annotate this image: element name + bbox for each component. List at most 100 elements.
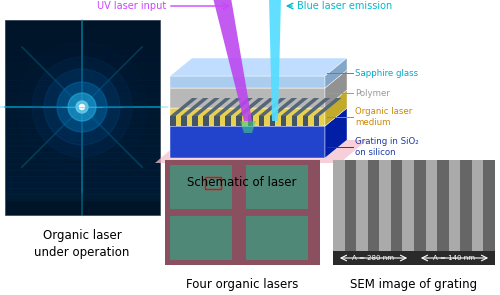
Text: Sapphire glass: Sapphire glass (355, 68, 418, 78)
Polygon shape (269, 0, 281, 121)
Circle shape (44, 69, 120, 145)
Bar (181, 116, 186, 126)
Polygon shape (236, 98, 264, 116)
Polygon shape (325, 108, 347, 158)
Polygon shape (240, 121, 256, 133)
Bar (170, 108, 325, 126)
Text: Grating in SiO₂
on silicon: Grating in SiO₂ on silicon (355, 137, 419, 157)
Bar (170, 165, 232, 209)
Polygon shape (192, 98, 220, 116)
Bar (460, 160, 472, 251)
Bar (5, 86, 160, 93)
Text: Blue laser emission: Blue laser emission (297, 1, 392, 11)
Bar (248, 116, 253, 126)
Bar (280, 116, 286, 126)
Bar (5, 50, 160, 57)
Text: Schematic of laser: Schematic of laser (187, 176, 297, 189)
Bar (165, 160, 320, 265)
Bar (5, 98, 160, 105)
Bar (472, 160, 484, 251)
Text: Organic laser
under operation: Organic laser under operation (34, 229, 130, 259)
Bar (258, 116, 264, 126)
Bar (5, 146, 160, 153)
Bar (448, 160, 460, 251)
Circle shape (57, 82, 107, 132)
Bar (5, 158, 160, 165)
Text: SEM image of grating: SEM image of grating (350, 278, 478, 291)
Polygon shape (213, 0, 252, 121)
Polygon shape (270, 98, 297, 116)
Bar (5, 74, 160, 81)
Bar (5, 116, 160, 123)
Bar (5, 152, 160, 159)
Bar (192, 116, 198, 126)
Bar (5, 44, 160, 51)
Bar (236, 116, 242, 126)
Bar (203, 116, 209, 126)
Bar (5, 80, 160, 87)
Bar (170, 88, 325, 108)
Circle shape (76, 101, 88, 113)
Bar (5, 164, 160, 171)
Bar (5, 134, 160, 141)
Bar (391, 160, 402, 251)
Bar (5, 104, 160, 111)
Polygon shape (170, 70, 347, 88)
Bar (356, 160, 368, 251)
Bar (5, 20, 160, 215)
Polygon shape (258, 98, 286, 116)
Bar (246, 165, 308, 209)
Bar (402, 160, 414, 251)
Bar (5, 32, 160, 39)
Bar (246, 216, 308, 260)
Polygon shape (314, 98, 342, 116)
Text: Λ = 280 nm: Λ = 280 nm (352, 255, 394, 261)
Polygon shape (303, 98, 330, 116)
Bar (5, 128, 160, 135)
Polygon shape (170, 108, 347, 126)
Text: UV laser input: UV laser input (97, 1, 166, 11)
Polygon shape (170, 98, 198, 116)
Bar (414, 160, 426, 251)
Bar (344, 160, 356, 251)
Bar (5, 188, 160, 195)
Bar (226, 116, 231, 126)
Bar (5, 176, 160, 183)
Bar (303, 116, 308, 126)
Polygon shape (181, 98, 208, 116)
Circle shape (68, 93, 96, 121)
Polygon shape (292, 98, 320, 116)
Polygon shape (248, 98, 275, 116)
Polygon shape (325, 90, 347, 126)
Text: Λ = 140 nm: Λ = 140 nm (433, 255, 475, 261)
Circle shape (32, 57, 132, 157)
Bar (5, 68, 160, 75)
Bar (5, 110, 160, 117)
Text: Four organic lasers: Four organic lasers (186, 278, 298, 291)
Text: Organic laser
medium: Organic laser medium (355, 107, 412, 127)
Bar (333, 160, 495, 265)
Polygon shape (214, 98, 242, 116)
Bar (368, 160, 380, 251)
Bar (484, 160, 495, 251)
Bar (5, 38, 160, 45)
Polygon shape (155, 140, 367, 163)
Bar (437, 160, 448, 251)
Bar (170, 76, 325, 88)
Polygon shape (325, 58, 347, 88)
Bar (314, 116, 320, 126)
Polygon shape (170, 90, 347, 108)
Bar (170, 126, 325, 158)
Bar (170, 116, 175, 126)
Bar (5, 182, 160, 189)
Bar (5, 170, 160, 177)
Polygon shape (325, 70, 347, 108)
Bar (333, 251, 495, 265)
Bar (426, 160, 437, 251)
Bar (214, 116, 220, 126)
Bar (205, 177, 221, 189)
Bar (333, 160, 344, 251)
Bar (5, 92, 160, 99)
Bar (5, 56, 160, 63)
Polygon shape (203, 98, 231, 116)
